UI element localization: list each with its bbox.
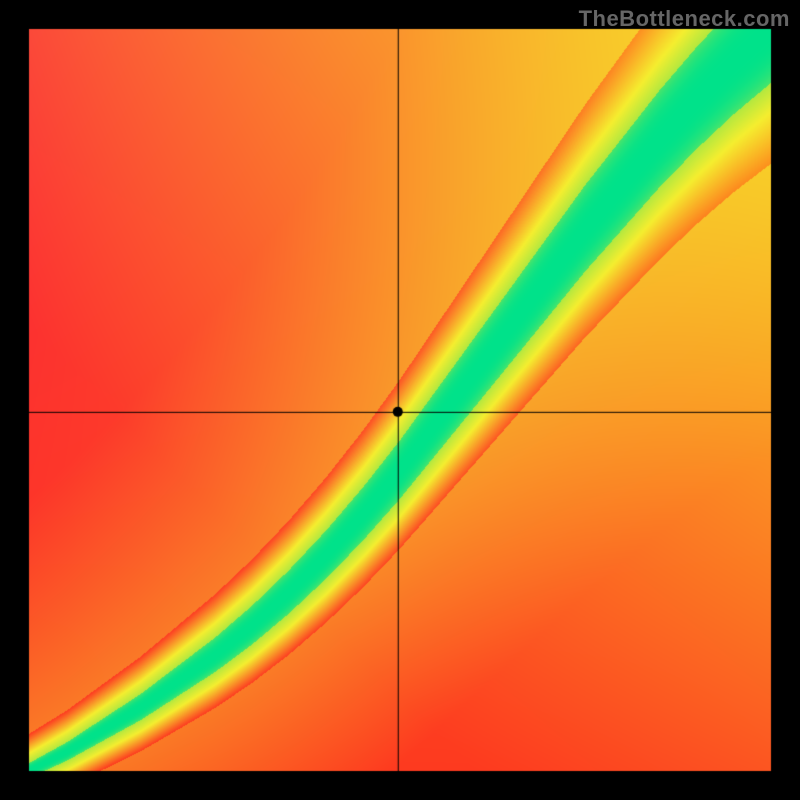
watermark-text: TheBottleneck.com (579, 6, 790, 32)
heatmap-canvas (0, 0, 800, 800)
chart-container: TheBottleneck.com (0, 0, 800, 800)
